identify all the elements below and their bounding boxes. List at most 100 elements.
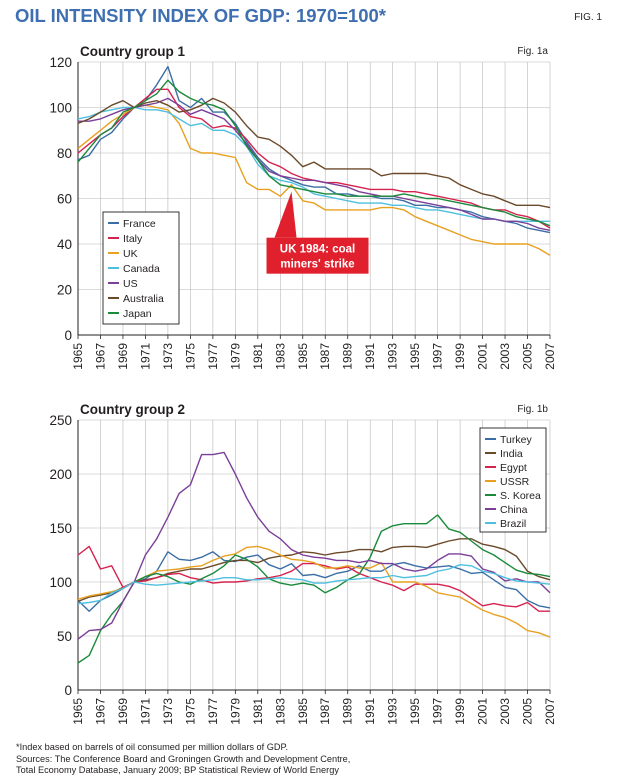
x-tick-label: 1991 (363, 343, 377, 370)
figure-label: FIG. 1 (574, 12, 602, 23)
legend-label: Egypt (500, 462, 527, 474)
y-tick-label: 0 (64, 683, 72, 698)
chart-country-group-1: Country group 1 Fig. 1a 0 20 40 60 80 100 120 196… (49, 44, 557, 370)
x-tick-label: 2001 (476, 343, 490, 370)
x-tick-label: 2005 (521, 698, 535, 725)
y-tick-label: 60 (57, 192, 72, 207)
x-tick-label: 1985 (296, 698, 310, 725)
x-tick-label: 1967 (93, 343, 107, 370)
x-tick-label: 1979 (228, 343, 242, 370)
y-tick-label: 150 (49, 521, 72, 536)
y-tick-label: 200 (49, 467, 72, 482)
x-tick-label: 1971 (138, 698, 152, 725)
chart-fig-label: Fig. 1b (517, 404, 548, 415)
series-line-turkey (77, 551, 551, 612)
x-tick-label: 1977 (206, 343, 220, 370)
x-tick-label: 1969 (116, 343, 130, 370)
series-line-ussr (77, 545, 551, 638)
x-tick-label: 1973 (161, 343, 175, 370)
chart-title: Country group 1 (80, 44, 185, 59)
callout-text-2: miners' strike (280, 259, 354, 271)
x-tick-label: 1977 (206, 698, 220, 725)
x-tick-label: 1981 (251, 698, 265, 725)
x-tick-label: 1999 (453, 698, 467, 725)
y-tick-label: 100 (49, 575, 72, 590)
series-line-us (78, 97, 551, 231)
x-tick-label: 1993 (386, 698, 400, 725)
y-tick-label: 40 (57, 237, 72, 252)
series-line-china (77, 451, 551, 640)
x-tick-label: 1985 (296, 343, 310, 370)
legend-label: US (123, 278, 138, 290)
x-tick-label: 1991 (363, 698, 377, 725)
legend-label: Japan (123, 308, 152, 320)
x-tick-label: 2003 (498, 343, 512, 370)
series-line-france (77, 65, 551, 234)
x-tick-label: 2007 (543, 343, 557, 370)
y-tick-label: 80 (57, 146, 72, 161)
y-tick-label: 250 (49, 413, 72, 428)
x-tick-label: 1995 (408, 698, 422, 725)
x-tick-label: 2005 (521, 343, 535, 370)
footnote-sources-2: Total Economy Database, January 2009; BP… (16, 765, 339, 776)
x-tick-label: 1969 (116, 698, 130, 725)
series-line-egypt (77, 545, 550, 612)
y-tick-label: 100 (49, 101, 72, 116)
chart-title: Country group 2 (80, 402, 185, 417)
legend-label: China (500, 504, 528, 516)
x-tick-label: 2007 (543, 698, 557, 725)
x-tick-label: 2001 (476, 698, 490, 725)
x-tick-label: 1999 (453, 343, 467, 370)
legend-label: USSR (500, 476, 530, 488)
series-line-canada (77, 106, 550, 223)
x-tick-label: 1983 (273, 698, 287, 725)
x-tick-label: 1987 (318, 698, 332, 725)
x-tick-label: 1971 (138, 343, 152, 370)
legend-label: UK (123, 248, 138, 260)
legend-label: Brazil (500, 518, 526, 530)
y-tick-label: 50 (57, 629, 72, 644)
legend-label: S. Korea (500, 490, 541, 502)
footnote: *Index based on barrels of oil consumed … (16, 742, 606, 777)
legend-label: France (123, 218, 156, 230)
legend-label: Canada (123, 263, 160, 275)
x-tick-label: 1965 (71, 698, 85, 725)
legend-label: Australia (123, 293, 164, 305)
legend-label: Italy (123, 233, 143, 245)
series-line-uk (77, 104, 551, 256)
x-tick-label: 1983 (273, 343, 287, 370)
x-tick-label: 1997 (431, 698, 445, 725)
x-tick-label: 1979 (228, 698, 242, 725)
x-tick-label: 1973 (161, 698, 175, 725)
x-tick-label: 1997 (431, 343, 445, 370)
series-line-australia (77, 97, 551, 209)
callout-box (266, 237, 369, 274)
x-tick-label: 1995 (408, 343, 422, 370)
legend-label: India (500, 448, 523, 460)
legend-label: Turkey (500, 434, 532, 446)
callout-text-1: UK 1984: coal (280, 244, 355, 256)
figure-title: OIL INTENSITY INDEX OF GDP: 1970=100* (15, 5, 387, 26)
x-tick-label: 1987 (318, 343, 332, 370)
series-line-brazil (77, 564, 551, 605)
x-tick-label: 1967 (93, 698, 107, 725)
x-tick-label: 1975 (183, 698, 197, 725)
callout-pointer (274, 191, 297, 238)
x-tick-label: 1989 (341, 343, 355, 370)
chart-country-group-2: Country group 2 Fig. 1b 0 50 100 150 200 250 196… (49, 402, 557, 725)
footnote-note: *Index based on barrels of oil consumed … (16, 742, 289, 752)
series-line-japan (77, 79, 551, 227)
y-tick-label: 20 (57, 283, 72, 298)
x-tick-label: 2003 (498, 698, 512, 725)
chart-fig-label: Fig. 1a (517, 46, 548, 57)
y-tick-label: 0 (64, 328, 72, 343)
footnote-sources-1: Sources: The Conference Board and Gronin… (16, 753, 351, 764)
x-tick-label: 1981 (251, 343, 265, 370)
x-tick-label: 1965 (71, 343, 85, 370)
x-tick-label: 1993 (386, 343, 400, 370)
series-line-s-korea (77, 514, 551, 664)
x-tick-label: 1989 (341, 698, 355, 725)
x-tick-label: 1975 (183, 343, 197, 370)
y-tick-label: 120 (49, 55, 72, 70)
